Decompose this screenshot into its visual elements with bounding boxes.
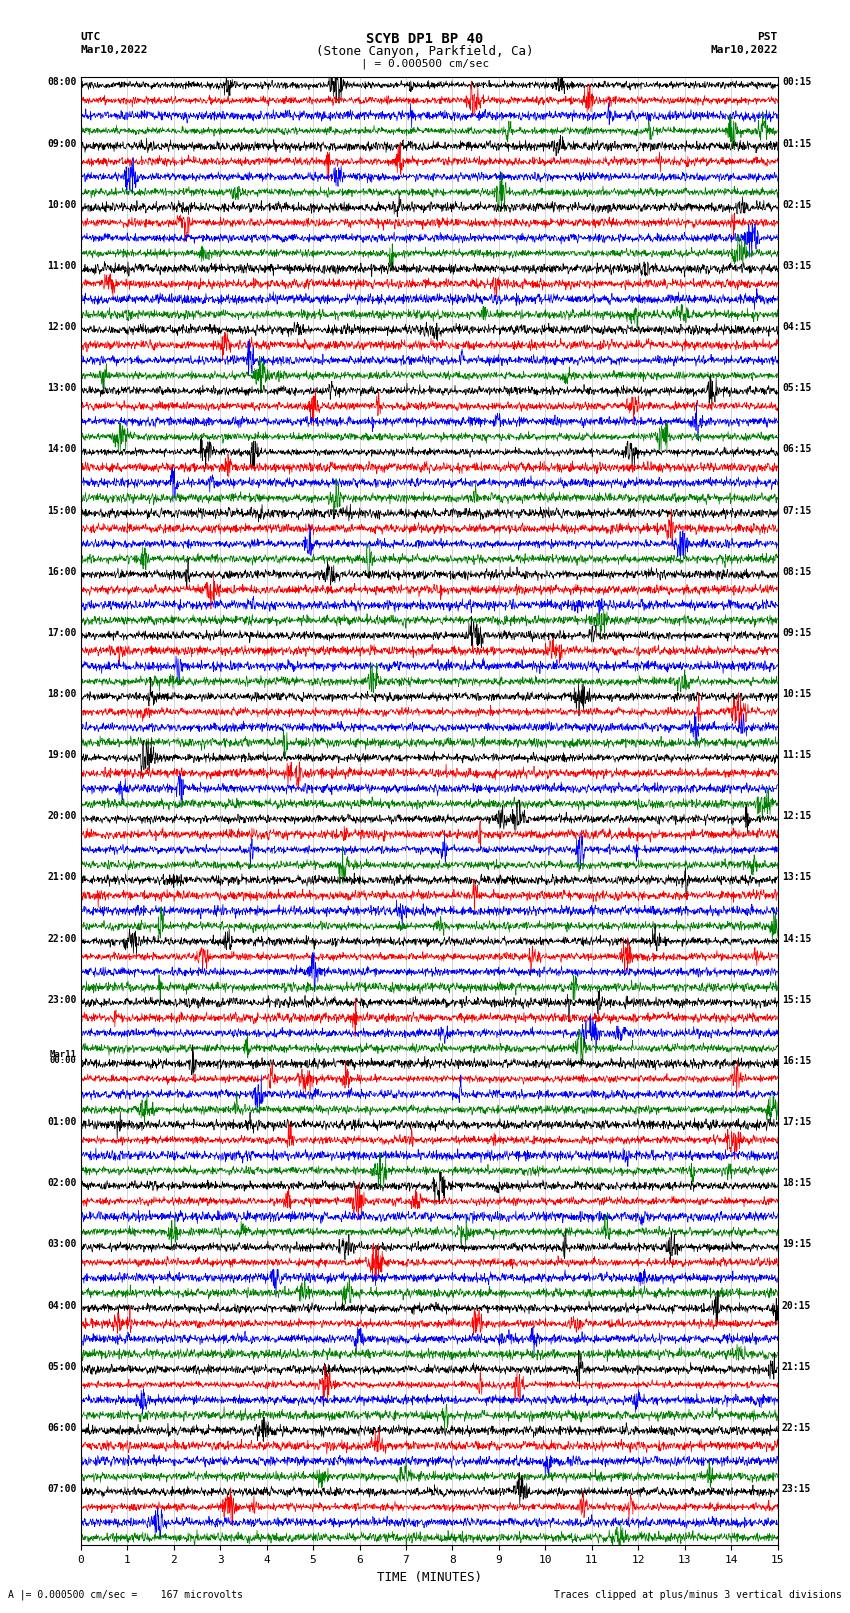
Text: 08:00: 08:00	[47, 77, 76, 87]
Text: 01:00: 01:00	[47, 1118, 76, 1127]
Text: 19:15: 19:15	[782, 1239, 812, 1250]
Text: 20:15: 20:15	[782, 1300, 812, 1311]
Text: 20:00: 20:00	[47, 811, 76, 821]
Text: Mar10,2022: Mar10,2022	[81, 45, 148, 55]
Text: 02:15: 02:15	[782, 200, 812, 210]
Text: 07:00: 07:00	[47, 1484, 76, 1494]
Text: Mar11: Mar11	[49, 1050, 76, 1058]
Text: 14:00: 14:00	[47, 445, 76, 455]
Text: 12:00: 12:00	[47, 323, 76, 332]
Text: Traces clipped at plus/minus 3 vertical divisions: Traces clipped at plus/minus 3 vertical …	[553, 1590, 842, 1600]
Text: 00:00: 00:00	[49, 1057, 76, 1065]
Text: 10:00: 10:00	[47, 200, 76, 210]
Text: 03:15: 03:15	[782, 261, 812, 271]
Text: 16:15: 16:15	[782, 1057, 812, 1066]
Text: PST: PST	[757, 32, 778, 42]
Text: 21:00: 21:00	[47, 873, 76, 882]
Text: 07:15: 07:15	[782, 505, 812, 516]
Text: 11:00: 11:00	[47, 261, 76, 271]
Text: 12:15: 12:15	[782, 811, 812, 821]
Text: 05:00: 05:00	[47, 1361, 76, 1371]
Text: 00:15: 00:15	[782, 77, 812, 87]
Text: (Stone Canyon, Parkfield, Ca): (Stone Canyon, Parkfield, Ca)	[316, 45, 534, 58]
Text: 14:15: 14:15	[782, 934, 812, 944]
Text: 02:00: 02:00	[47, 1177, 76, 1189]
Text: 22:15: 22:15	[782, 1423, 812, 1432]
Text: A |= 0.000500 cm/sec =    167 microvolts: A |= 0.000500 cm/sec = 167 microvolts	[8, 1589, 243, 1600]
Text: 23:00: 23:00	[47, 995, 76, 1005]
Text: 21:15: 21:15	[782, 1361, 812, 1371]
Text: 19:00: 19:00	[47, 750, 76, 760]
Text: 09:00: 09:00	[47, 139, 76, 148]
Text: 17:00: 17:00	[47, 627, 76, 637]
X-axis label: TIME (MINUTES): TIME (MINUTES)	[377, 1571, 482, 1584]
Text: 06:00: 06:00	[47, 1423, 76, 1432]
Text: 03:00: 03:00	[47, 1239, 76, 1250]
Text: 15:15: 15:15	[782, 995, 812, 1005]
Text: 11:15: 11:15	[782, 750, 812, 760]
Text: UTC: UTC	[81, 32, 101, 42]
Text: Mar10,2022: Mar10,2022	[711, 45, 778, 55]
Text: 08:15: 08:15	[782, 566, 812, 577]
Text: 05:15: 05:15	[782, 384, 812, 394]
Text: 10:15: 10:15	[782, 689, 812, 698]
Text: 06:15: 06:15	[782, 445, 812, 455]
Text: 15:00: 15:00	[47, 505, 76, 516]
Text: 01:15: 01:15	[782, 139, 812, 148]
Text: 18:15: 18:15	[782, 1177, 812, 1189]
Text: 09:15: 09:15	[782, 627, 812, 637]
Text: | = 0.000500 cm/sec: | = 0.000500 cm/sec	[361, 58, 489, 69]
Text: 22:00: 22:00	[47, 934, 76, 944]
Text: 13:00: 13:00	[47, 384, 76, 394]
Text: 04:00: 04:00	[47, 1300, 76, 1311]
Text: 13:15: 13:15	[782, 873, 812, 882]
Text: 04:15: 04:15	[782, 323, 812, 332]
Text: 23:15: 23:15	[782, 1484, 812, 1494]
Text: 18:00: 18:00	[47, 689, 76, 698]
Text: SCYB DP1 BP 40: SCYB DP1 BP 40	[366, 32, 484, 47]
Text: 16:00: 16:00	[47, 566, 76, 577]
Text: 17:15: 17:15	[782, 1118, 812, 1127]
